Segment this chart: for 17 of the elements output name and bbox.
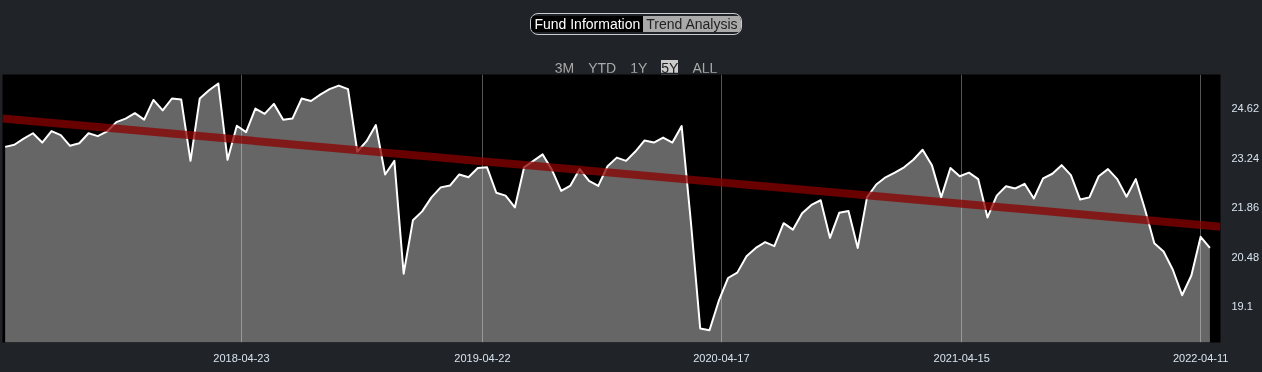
y-tick-label: 19.1 [1231, 299, 1253, 312]
x-tick-label: 2020-04-17 [693, 351, 750, 364]
x-tick-label: 2021-04-15 [933, 351, 990, 364]
annotation: 5Y [661, 60, 679, 76]
y-tick-label: 20.48 [1231, 250, 1260, 263]
annotation: 3M [554, 60, 575, 76]
annotation: 1Y [630, 60, 648, 76]
annotation: YTD [588, 60, 617, 76]
text: Trend Analysis [643, 16, 741, 32]
text: Fund Information [531, 16, 644, 32]
x-tick-label: 2022-04-11 [1172, 351, 1229, 364]
y-tick-label: 23.24 [1231, 151, 1260, 164]
y-tick-label: 21.86 [1231, 201, 1260, 214]
annotation: ALL [692, 60, 718, 76]
x-tick-label: 2018-04-23 [213, 351, 270, 364]
x-tick-label: 2019-04-22 [454, 351, 511, 364]
y-tick-label: 24.62 [1231, 102, 1260, 115]
